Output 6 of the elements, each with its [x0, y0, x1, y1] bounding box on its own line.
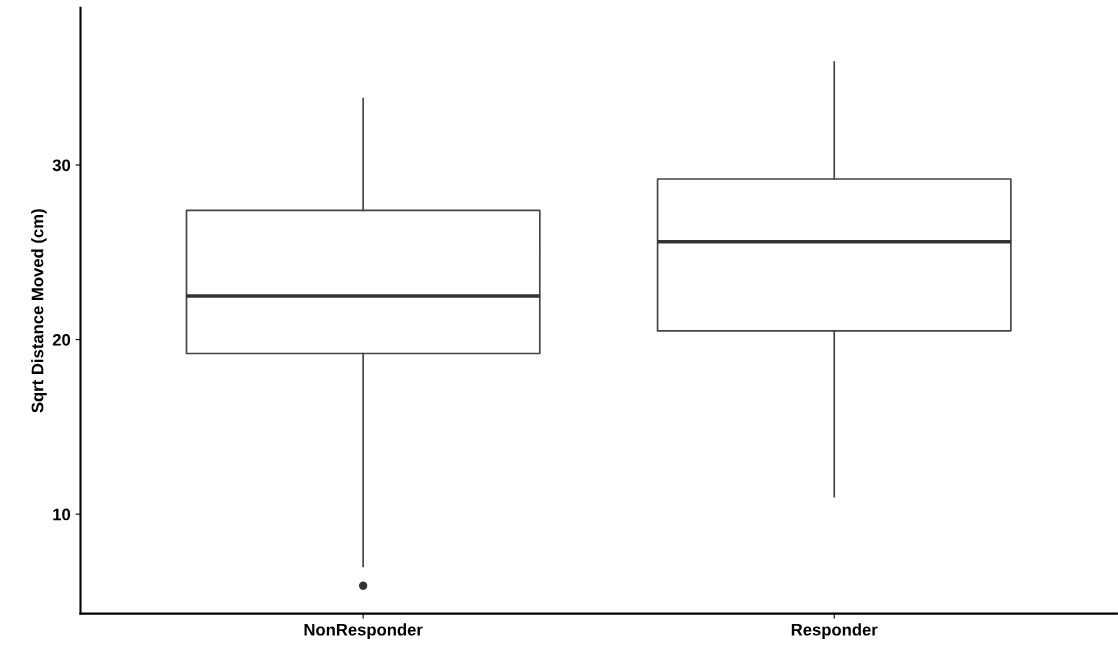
- x-tick-label: Responder: [791, 623, 878, 639]
- x-tick-label: NonResponder: [304, 623, 423, 639]
- y-tick-label: 20: [52, 333, 71, 346]
- y-axis-title: Sqrt Distance Moved (cm): [31, 209, 47, 413]
- y-tick-label: 10: [53, 508, 71, 521]
- y-tick-label: 30: [52, 159, 71, 172]
